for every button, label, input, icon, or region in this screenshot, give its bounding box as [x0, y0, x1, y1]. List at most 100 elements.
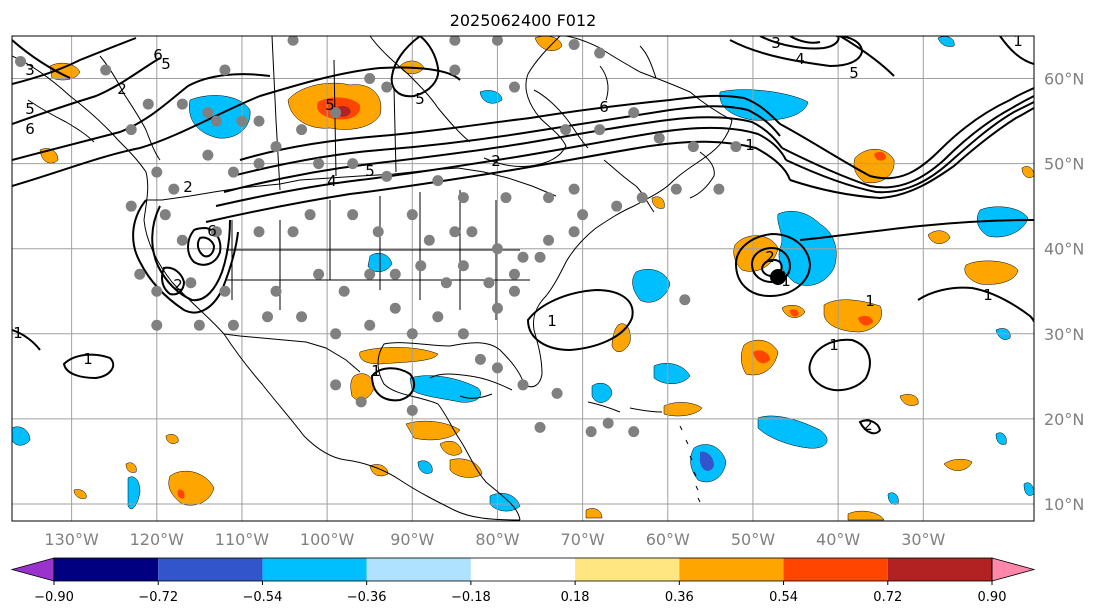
- station-marker: [287, 36, 299, 46]
- longitude-label: 90°W: [390, 530, 434, 549]
- colorbar-segment: [366, 558, 471, 581]
- station-marker: [304, 209, 316, 221]
- contour-label: 1: [781, 272, 791, 290]
- station-marker: [270, 141, 282, 153]
- longitude-label: 130°W: [44, 530, 99, 549]
- colorbar-extend-low: [10, 557, 55, 582]
- station-marker: [364, 73, 376, 85]
- station-marker: [432, 311, 444, 323]
- station-marker: [508, 81, 520, 93]
- station-marker: [151, 319, 163, 331]
- station-marker: [491, 243, 503, 255]
- contour-label: 4: [795, 50, 805, 68]
- station-marker: [125, 200, 137, 212]
- colorbar-segment: [470, 558, 576, 581]
- colorbar-segment: [575, 558, 680, 581]
- station-marker: [534, 421, 546, 433]
- station-marker: [628, 426, 640, 438]
- contour-lines: [12, 36, 1034, 435]
- colorbar-tick-label: −0.18: [451, 590, 491, 605]
- contour-label: 1: [865, 292, 875, 310]
- colorbar-tick-label: −0.72: [138, 590, 178, 605]
- station-marker: [253, 115, 265, 127]
- station-marker: [568, 39, 580, 51]
- contour-label: 4: [327, 172, 337, 190]
- station-marker: [679, 294, 691, 306]
- longitude-label: 110°W: [215, 530, 270, 549]
- longitude-label: 80°W: [475, 530, 519, 549]
- station-marker: [15, 56, 27, 68]
- station-marker: [210, 115, 222, 127]
- station-marker: [568, 183, 580, 195]
- station-marker: [210, 226, 222, 238]
- contour-label: 2: [117, 80, 127, 98]
- longitude-label: 100°W: [300, 530, 355, 549]
- longitude-label: 120°W: [130, 530, 185, 549]
- contour-label: 5: [415, 90, 425, 108]
- contour-label: 6: [153, 46, 163, 64]
- station-marker: [687, 141, 699, 153]
- station-marker: [517, 379, 529, 391]
- station-marker: [227, 319, 239, 331]
- station-marker: [534, 251, 546, 263]
- station-marker: [262, 311, 273, 323]
- contour-label: 1: [1013, 32, 1023, 50]
- station-marker: [457, 192, 469, 204]
- station-marker: [236, 115, 248, 127]
- colorbar-tick-label: 0.36: [665, 590, 694, 605]
- station-marker: [585, 426, 597, 438]
- contour-label: 5: [25, 100, 35, 118]
- latitude-label: 30°N: [1044, 325, 1084, 344]
- contour-label: 3: [771, 34, 781, 52]
- station-marker: [193, 319, 205, 331]
- station-marker: [125, 124, 137, 136]
- station-marker: [713, 183, 725, 195]
- station-marker: [602, 417, 614, 429]
- station-marker: [219, 285, 231, 297]
- contour-label: 1: [83, 350, 93, 368]
- station-marker: [474, 353, 486, 365]
- station-marker: [202, 107, 214, 119]
- station-marker: [636, 192, 648, 204]
- contour-label: 6: [599, 98, 609, 116]
- contour-label: 5: [325, 96, 335, 114]
- station-marker: [491, 36, 503, 46]
- station-marker: [415, 260, 427, 272]
- contour-label: 1: [829, 336, 839, 354]
- station-marker: [134, 268, 146, 280]
- map-title: 2025062400 F012: [450, 11, 597, 30]
- longitude-labels: 130°W 120°W 110°W 100°W 90°W 80°W 70°W 60°W 50°W…: [44, 530, 945, 549]
- contour-label: 1: [13, 324, 23, 342]
- station-marker: [466, 226, 478, 238]
- station-marker: [270, 285, 282, 297]
- station-marker: [508, 285, 520, 297]
- colorbar-tick-label: 0.18: [561, 590, 590, 605]
- station-marker: [423, 234, 435, 246]
- colorbar-segment: [158, 558, 263, 581]
- station-marker: [491, 302, 503, 314]
- contour-label: 6: [207, 222, 217, 240]
- station-marker: [491, 362, 503, 374]
- colorbar-frame: [53, 557, 993, 582]
- station-marker: [364, 319, 376, 331]
- colorbar-segment: [783, 558, 888, 581]
- station-marker: [364, 268, 376, 280]
- contour-label: 1: [983, 286, 993, 304]
- latitude-labels: 60°N 50°N 40°N 30°N 20°N 10°N: [1044, 70, 1084, 514]
- station-marker: [253, 226, 265, 238]
- storm-center-marker: [770, 269, 786, 285]
- station-marker: [381, 81, 393, 93]
- station-marker: [330, 328, 342, 340]
- latitude-label: 40°N: [1044, 240, 1084, 259]
- longitude-label: 40°W: [816, 530, 860, 549]
- colorbar-tick-label: −0.54: [243, 590, 283, 605]
- station-marker: [406, 209, 418, 221]
- station-marker: [185, 277, 197, 289]
- station-marker: [449, 226, 461, 238]
- station-marker: [611, 200, 623, 212]
- station-marker: [457, 328, 469, 340]
- colorbar-tick-label: 0.90: [978, 590, 1007, 605]
- station-marker: [730, 141, 742, 153]
- station-marker: [508, 268, 520, 280]
